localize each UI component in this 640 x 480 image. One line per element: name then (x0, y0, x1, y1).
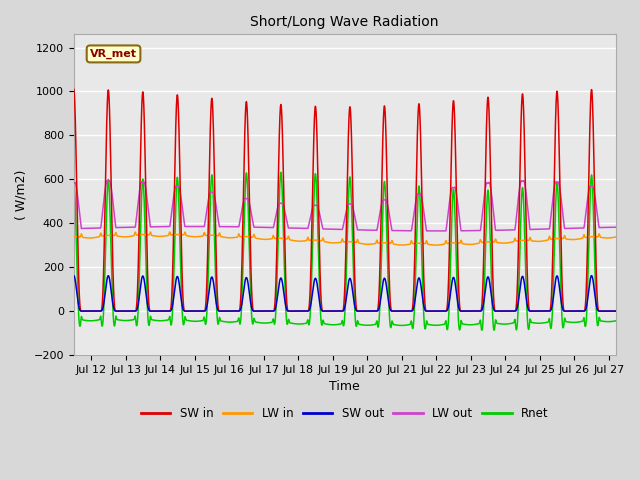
Title: Short/Long Wave Radiation: Short/Long Wave Radiation (250, 15, 439, 29)
Bar (116, 35, 135, 355)
Bar (81, 35, 100, 355)
Bar (254, 35, 273, 355)
Bar (564, 35, 584, 355)
Bar (150, 35, 170, 355)
Bar (323, 35, 342, 355)
Text: VR_met: VR_met (90, 49, 137, 59)
Y-axis label: ( W/m2): ( W/m2) (15, 169, 28, 220)
Bar (289, 35, 308, 355)
Bar (530, 35, 549, 355)
X-axis label: Time: Time (330, 380, 360, 393)
Bar (185, 35, 204, 355)
Bar (461, 35, 481, 355)
Bar (495, 35, 515, 355)
Bar (599, 35, 618, 355)
Legend: SW in, LW in, SW out, LW out, Rnet: SW in, LW in, SW out, LW out, Rnet (136, 403, 554, 425)
Bar (392, 35, 412, 355)
Bar (426, 35, 446, 355)
Bar (358, 35, 377, 355)
Bar (220, 35, 239, 355)
